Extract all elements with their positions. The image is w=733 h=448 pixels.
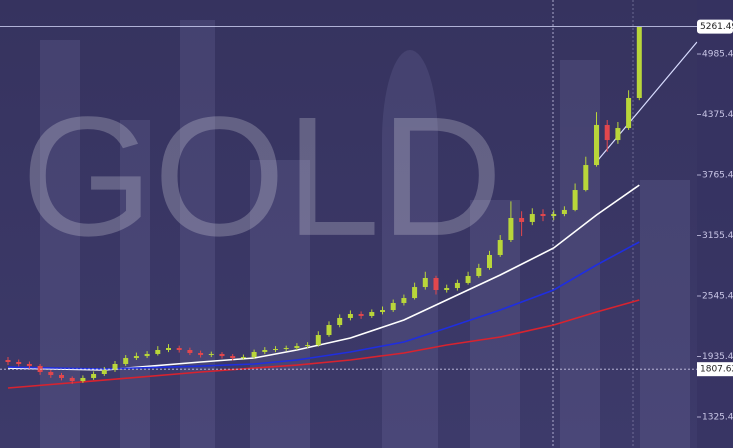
candle-body: [465, 276, 471, 283]
candle-body: [315, 335, 321, 346]
candle-body: [219, 353, 225, 357]
candle-body: [476, 267, 482, 277]
candle-body: [198, 352, 204, 355]
candle-body: [615, 128, 621, 141]
candle-body: [5, 360, 11, 363]
candle-body: [636, 26, 642, 98]
candle-body: [497, 240, 503, 255]
candle-body: [422, 277, 428, 288]
last-price-label: 5261.49: [700, 22, 733, 32]
candle-body: [551, 214, 557, 217]
candle-body: [583, 165, 589, 191]
candle-body: [401, 298, 407, 303]
candle-body: [59, 374, 64, 378]
candle-body: [80, 377, 86, 382]
candle-body: [390, 302, 396, 311]
candle-body: [123, 358, 129, 364]
watermark-title: GOLD: [21, 82, 503, 272]
crosshair-price-box: [697, 362, 733, 377]
price-axis: [697, 0, 733, 448]
y-tick-label: 4375.48: [702, 110, 733, 120]
moving-average-line: [7, 184, 640, 371]
candle-body: [487, 254, 492, 268]
candle-body: [230, 356, 236, 359]
candle-body: [26, 363, 32, 366]
y-tick-label: 4985.48: [702, 50, 733, 60]
candle-body: [305, 345, 311, 347]
candle-body: [155, 350, 161, 354]
y-tick-label: 3765.48: [702, 171, 733, 181]
candle-body: [529, 214, 535, 222]
candle-body: [262, 350, 268, 352]
y-tick-label: 1935.48: [702, 352, 733, 362]
candle-body: [48, 372, 54, 375]
candle-body: [251, 351, 257, 358]
candle-body: [508, 217, 514, 241]
candle-body: [604, 124, 610, 141]
candle-body: [380, 310, 385, 313]
candle-body: [412, 287, 418, 299]
moving-average-line: [7, 241, 640, 370]
candle-body: [69, 377, 75, 382]
candle-body: [433, 277, 439, 290]
candle-body: [337, 317, 343, 326]
candle-body: [187, 350, 193, 353]
y-tick-label: 1325.48: [702, 412, 733, 422]
candle-body: [16, 362, 22, 364]
last-price-box: [697, 19, 733, 34]
candle-body: [101, 370, 107, 375]
trend-line: [597, 41, 698, 161]
candle-body: [208, 353, 214, 355]
candle-body: [454, 282, 460, 289]
crosshair-price-label: 1807.62: [700, 365, 733, 375]
moving-average-line: [7, 299, 640, 389]
candle-body: [240, 357, 246, 359]
candle-body: [561, 209, 567, 215]
y-tick-label: 2545.48: [702, 292, 733, 302]
candle-body: [91, 374, 97, 378]
candle-body: [594, 124, 599, 166]
candle-body: [519, 217, 525, 222]
candle-body: [273, 349, 278, 351]
candle-body: [572, 190, 578, 210]
skyline: [40, 20, 690, 448]
candle-body: [369, 312, 375, 316]
y-tick-label: 3155.48: [702, 231, 733, 241]
candle-body: [112, 363, 118, 371]
candle-body: [326, 325, 332, 336]
candle-body: [540, 214, 546, 217]
candle-body: [166, 348, 171, 351]
candle-body: [626, 97, 632, 129]
candle-body: [176, 348, 182, 351]
candle-body: [133, 356, 139, 359]
candle-body: [144, 353, 150, 357]
candle-body: [444, 288, 450, 290]
candle-body: [283, 348, 289, 350]
candle-body: [358, 313, 364, 316]
candle-body: [347, 313, 353, 318]
candle-body: [294, 346, 300, 349]
